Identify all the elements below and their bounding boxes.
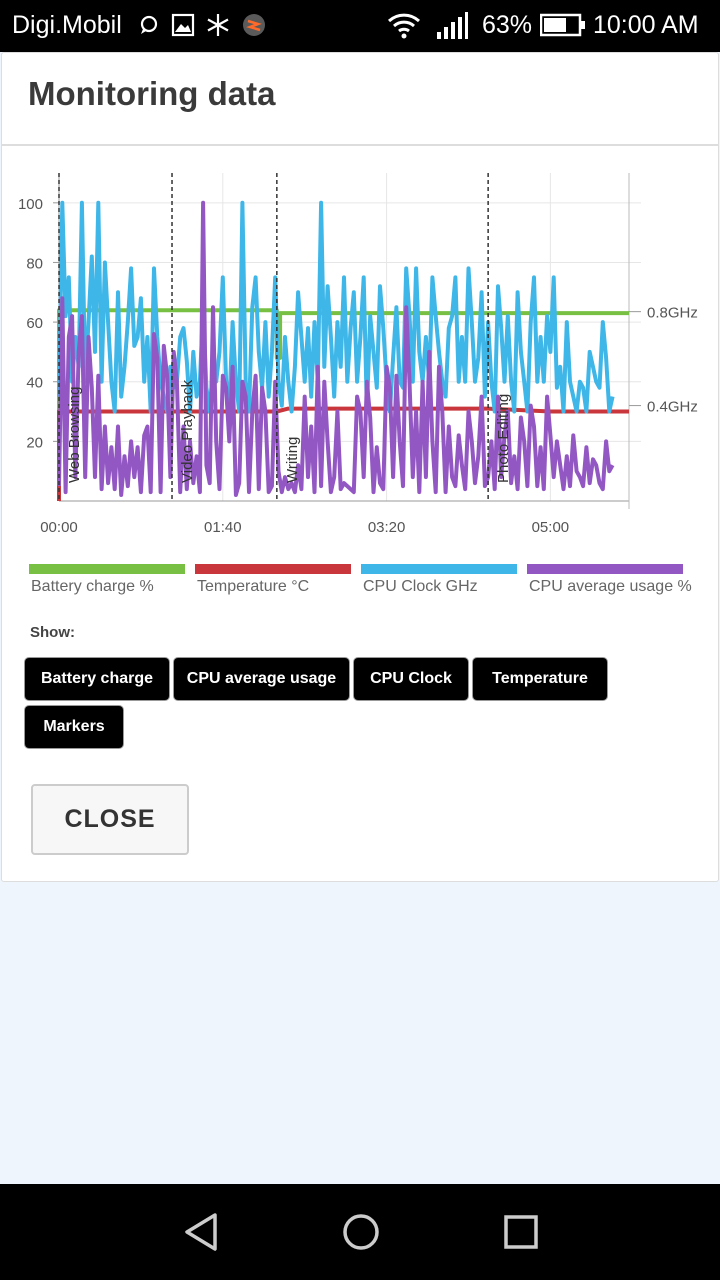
legend-item: CPU Clock GHz	[361, 564, 517, 596]
x-tick-label: 01:40	[204, 519, 242, 536]
series-line	[57, 200, 615, 497]
x-tick-label: 00:00	[40, 519, 78, 536]
legend-label: CPU average usage %	[529, 578, 692, 595]
battery-percent: 63%	[482, 11, 533, 39]
legend-swatch	[361, 564, 517, 574]
back-icon[interactable]	[177, 1208, 225, 1256]
marker-label: Photo Editing	[495, 394, 512, 483]
y-tick-label: 40	[26, 375, 43, 392]
legend-label: Temperature °C	[197, 578, 310, 595]
y-tick-label: 20	[26, 434, 43, 451]
y-right-tick-label: 0.4GHz	[647, 399, 698, 416]
dialog-title: Monitoring data	[28, 75, 276, 112]
monitoring-dialog: Monitoring data 20 40 60 80 100 00:00 01:40 03:…	[1, 52, 719, 882]
image-icon	[171, 13, 195, 37]
x-tick-label: 03:20	[368, 519, 406, 536]
carrier-name: Digi.Mobil	[12, 11, 122, 39]
monitoring-chart: 20 40 60 80 100 00:00 01:40 03:20 05:00 0.4GHz 0.8…	[18, 173, 698, 536]
signal-icon	[437, 12, 468, 39]
y-tick-label: 60	[26, 315, 43, 332]
y-tick-label: 100	[18, 196, 43, 213]
close-button[interactable]: CLOSE	[31, 784, 189, 855]
marker-label: Writing	[284, 437, 301, 483]
show-label: Show:	[30, 624, 75, 641]
home-icon[interactable]	[337, 1208, 385, 1256]
x-tick-label: 05:00	[532, 519, 570, 536]
legend-item: CPU average usage %	[527, 564, 692, 596]
legend-item: Battery charge %	[29, 564, 185, 596]
chat-icon	[140, 15, 158, 34]
app-icon	[243, 14, 265, 36]
legend-label: Battery charge %	[31, 578, 154, 595]
legend-swatch	[195, 564, 351, 574]
recents-icon[interactable]	[497, 1208, 545, 1256]
toggle-cpu-clock-button[interactable]: CPU Clock	[354, 658, 468, 700]
legend-swatch	[527, 564, 683, 574]
wifi-icon	[387, 13, 421, 39]
snowflake-icon	[207, 14, 229, 36]
marker-label: Video Playback	[179, 379, 196, 483]
legend-label: CPU Clock GHz	[363, 578, 478, 595]
series-line	[57, 200, 615, 414]
title-divider	[2, 144, 718, 146]
battery-icon	[540, 13, 585, 37]
navigation-bar	[0, 1184, 720, 1280]
toggle-temperature-button[interactable]: Temperature	[473, 658, 607, 700]
y-right-tick-label: 0.8GHz	[647, 305, 698, 322]
legend-item: Temperature °C	[195, 564, 351, 596]
toggle-cpu-average-usage-button[interactable]: CPU average usage	[174, 658, 349, 700]
marker-label: Web Browsing	[66, 387, 83, 483]
clock: 10:00 AM	[593, 11, 699, 39]
toggle-markers-button[interactable]: Markers	[25, 706, 123, 748]
y-tick-label: 80	[26, 255, 43, 272]
legend-swatch	[29, 564, 185, 574]
status-bar: Digi.Mobil 63% 10:00 AM	[0, 0, 720, 52]
toggle-battery-charge-button[interactable]: Battery charge	[25, 658, 169, 700]
